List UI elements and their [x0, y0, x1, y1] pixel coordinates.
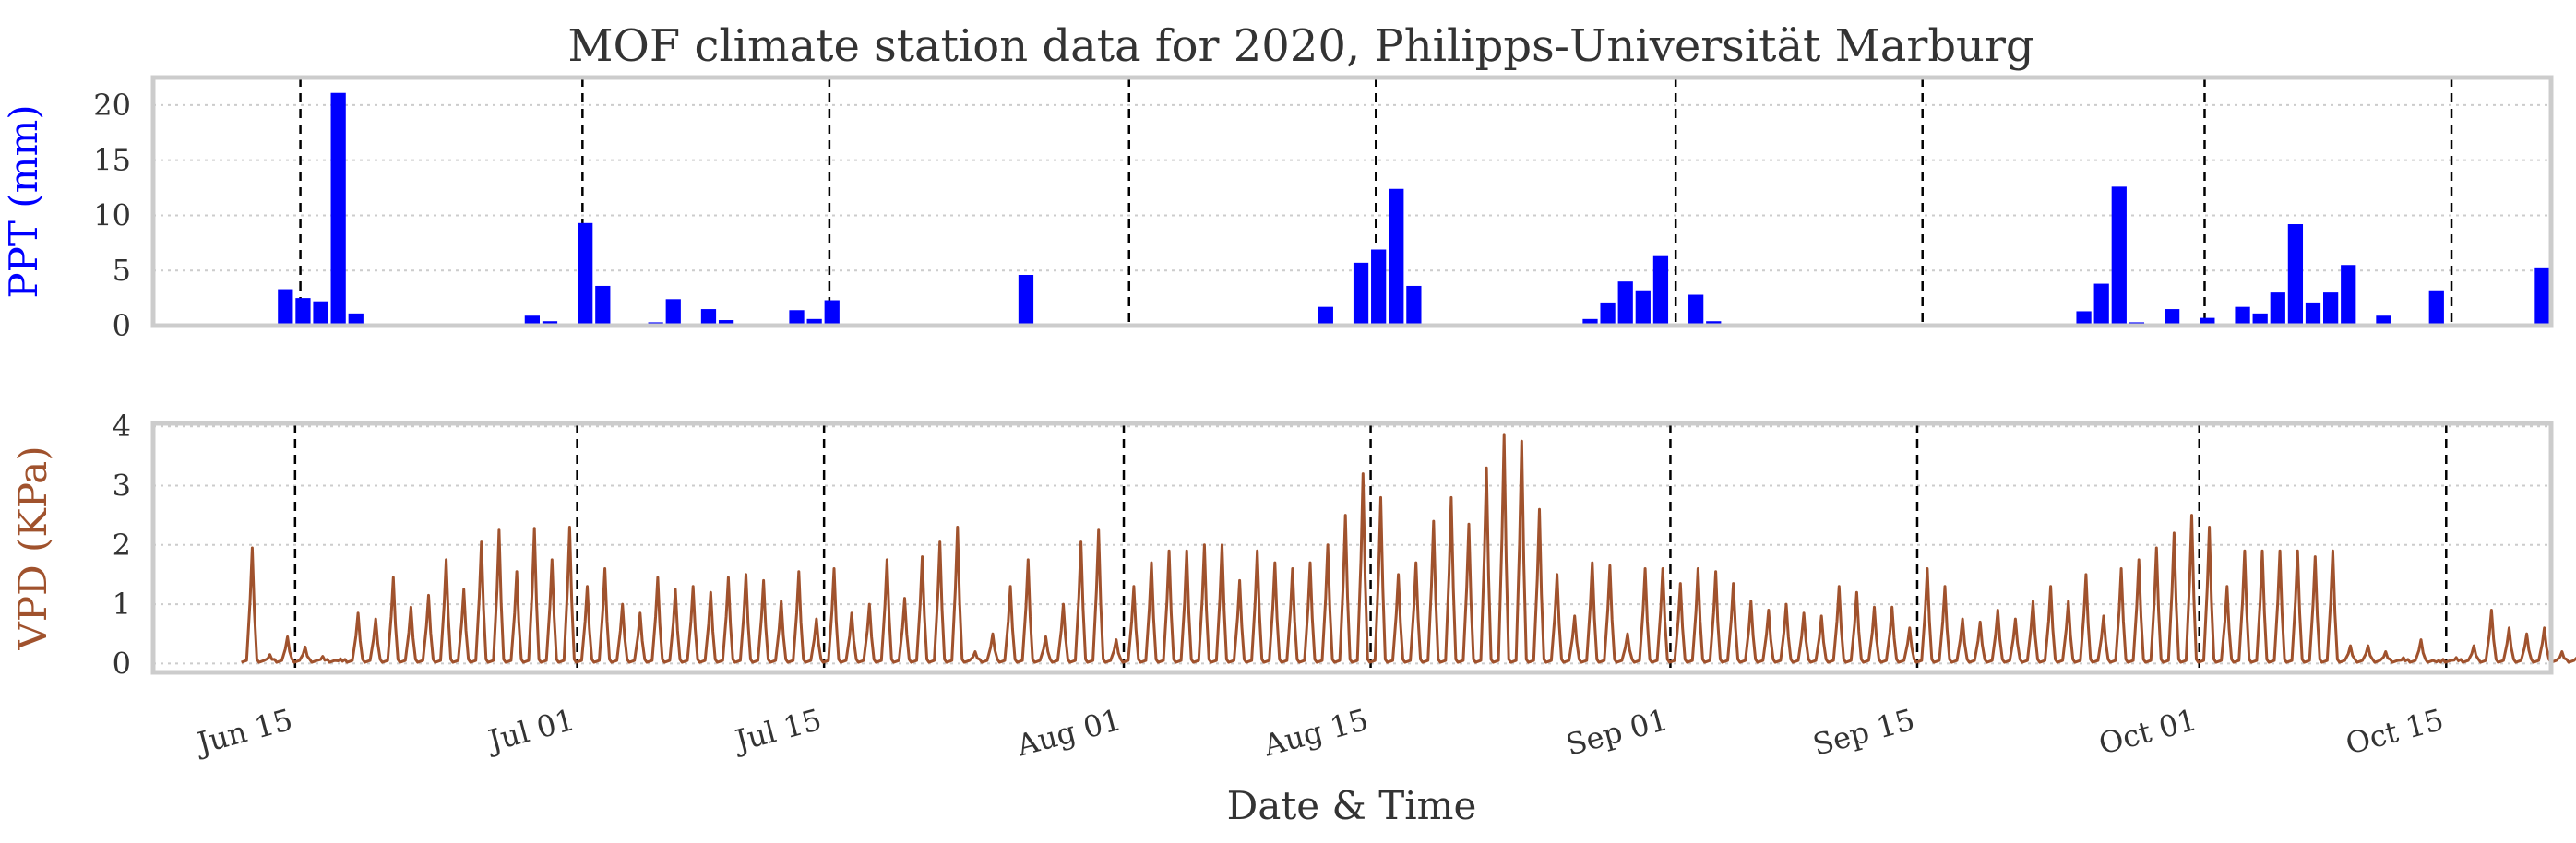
precipitation-bar	[1600, 302, 1616, 326]
x-tick-label: Jul 15	[729, 702, 825, 759]
x-tick-label: Sep 01	[1562, 702, 1671, 763]
y-tick-label: 4	[113, 409, 131, 444]
precipitation-bar	[2376, 315, 2391, 326]
x-tick-label: Jun 15	[191, 702, 296, 762]
y-tick-label: 15	[93, 143, 131, 178]
vpd-y-tick-labels: 0 1 2 3 4	[113, 409, 131, 681]
y-tick-label: 20	[93, 88, 131, 123]
precipitation-y-tick-labels: 0 5 10 20 15	[93, 88, 131, 343]
precipitation-bar	[1353, 262, 1369, 326]
vpd-date-markers	[293, 423, 2448, 672]
x-tick-label: Oct 15	[2342, 702, 2447, 762]
precipitation-bar	[524, 315, 540, 326]
precipitation-bar	[2305, 302, 2321, 326]
precipitation-bar	[718, 320, 734, 326]
precipitation-bar	[278, 289, 293, 326]
vpd-axis-title: VPD (KPa)	[10, 445, 55, 650]
vpd-panel: 0 1 2 3 4 VPD (KPa)	[10, 409, 2576, 681]
y-tick-label: 2	[113, 528, 131, 563]
chart-title: MOF climate station data for 2020, Phili…	[567, 20, 2033, 72]
x-axis-tick-labels: Jun 15 Jul 01 Jul 15 Aug 01 Aug 15 Sep 01 Sep …	[191, 702, 2448, 764]
precipitation-bar	[1389, 188, 1404, 326]
precipitation-bar	[2534, 267, 2550, 326]
precipitation-bar	[665, 299, 681, 326]
x-tick-label: Jul 01	[483, 702, 578, 759]
precipitation-bar	[2287, 224, 2304, 326]
precipitation-plot-frame	[150, 75, 2554, 328]
vpd-line	[241, 433, 2576, 664]
x-tick-label: Oct 01	[2095, 702, 2200, 762]
precipitation-bars	[278, 92, 2550, 326]
precipitation-bar	[1371, 249, 1387, 326]
precipitation-bar	[2093, 283, 2109, 326]
precipitation-bar	[1018, 275, 1034, 326]
precipitation-bar	[348, 313, 364, 326]
precipitation-bar	[806, 318, 822, 326]
precipitation-bar	[295, 298, 311, 326]
precipitation-bar	[1406, 285, 1422, 326]
precipitation-bar	[789, 310, 805, 326]
precipitation-bar	[2235, 306, 2250, 326]
precipitation-bar	[2076, 311, 2092, 326]
precipitation-bar	[1617, 281, 1633, 326]
vpd-series	[241, 433, 2576, 664]
precipitation-bar	[1652, 255, 1669, 326]
x-tick-label: Aug 15	[1259, 702, 1372, 764]
precipitation-bar	[824, 300, 840, 326]
precipitation-bar	[700, 309, 717, 326]
precipitation-axis-title: PPT (mm)	[1, 104, 46, 298]
x-tick-label: Aug 01	[1012, 702, 1125, 764]
precipitation-bar	[2428, 290, 2444, 326]
precipitation-bar	[2322, 292, 2339, 326]
y-tick-label: 10	[93, 197, 131, 232]
precipitation-panel: 0 5 10 20 15 PPT (mm)	[1, 75, 2554, 343]
x-axis-title: Date & Time	[1227, 783, 1477, 828]
precipitation-bar	[2165, 309, 2180, 326]
precipitation-bar	[2200, 317, 2215, 326]
precipitation-bar	[2111, 186, 2127, 326]
precipitation-bar	[1635, 290, 1651, 326]
precipitation-bar	[1688, 294, 1704, 326]
precipitation-bar	[2252, 313, 2268, 326]
precipitation-bar	[1582, 318, 1598, 326]
precipitation-gridlines	[153, 103, 2551, 327]
precipitation-bar	[313, 301, 328, 326]
precipitation-bar	[2341, 265, 2356, 326]
y-tick-label: 5	[113, 253, 131, 288]
x-tick-label: Sep 15	[1809, 702, 1918, 763]
precipitation-bar	[330, 92, 346, 326]
precipitation-bar	[578, 222, 593, 326]
precipitation-bar	[595, 285, 611, 326]
vpd-plot-frame	[150, 421, 2554, 675]
y-tick-label: 0	[113, 308, 131, 343]
precipitation-bar	[2270, 292, 2285, 326]
y-tick-label: 1	[113, 587, 131, 622]
y-tick-label: 0	[113, 646, 131, 681]
precipitation-bar	[1318, 306, 1333, 326]
y-tick-label: 3	[113, 469, 131, 504]
